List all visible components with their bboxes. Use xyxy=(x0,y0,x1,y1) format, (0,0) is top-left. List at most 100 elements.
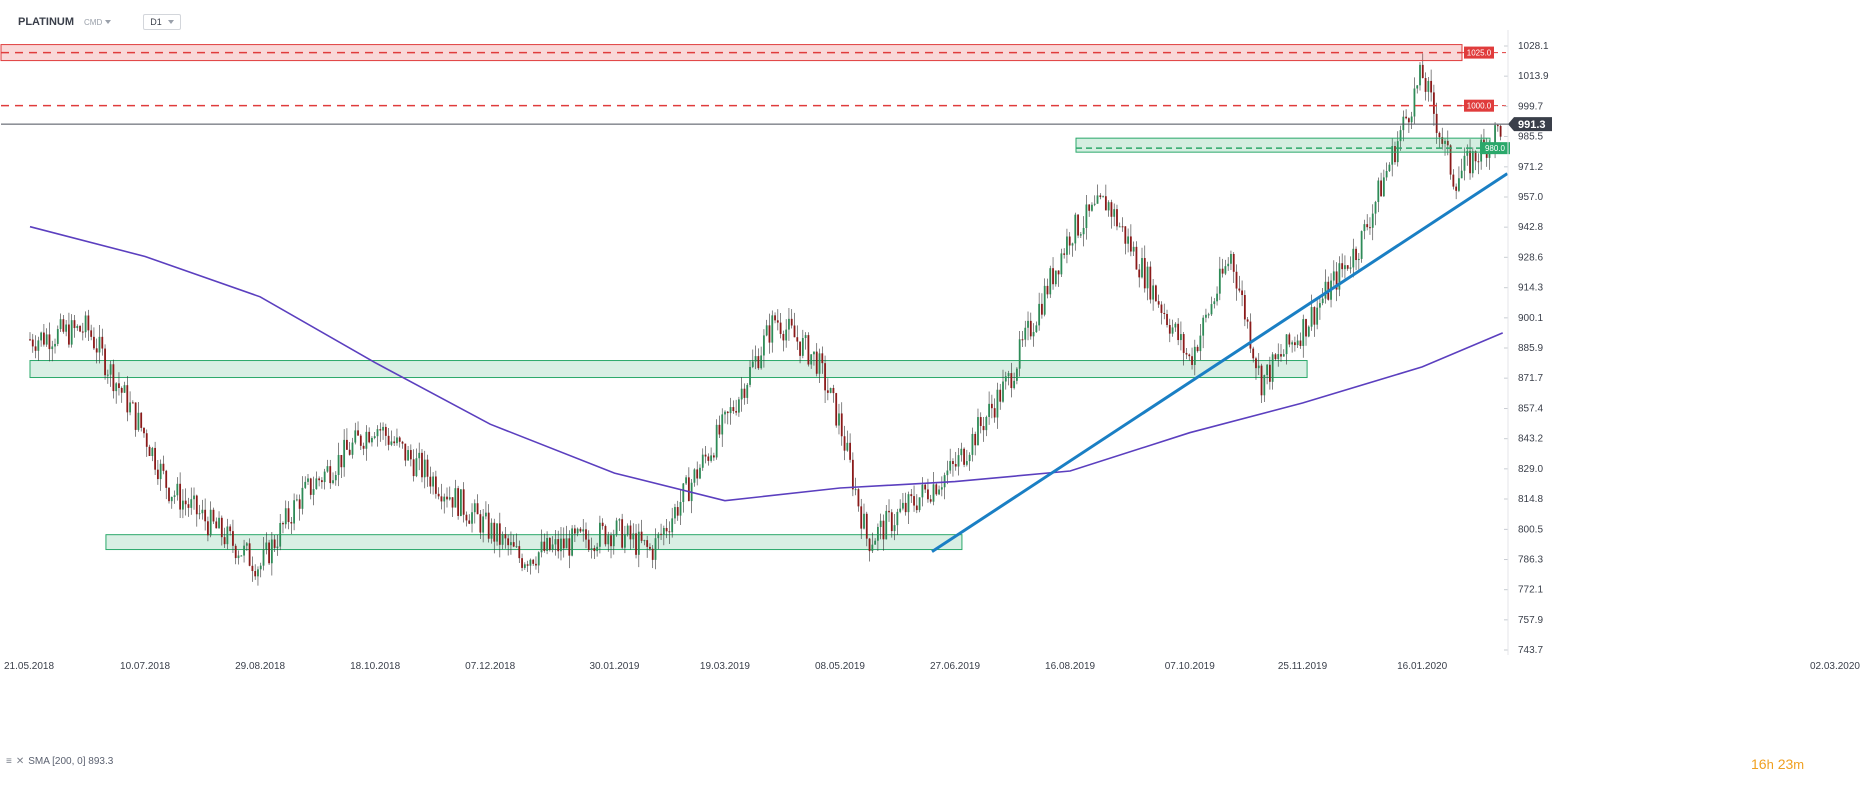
candle-body xyxy=(1004,376,1007,382)
x-tick-label: 02.03.2020 xyxy=(1810,661,1860,672)
candle-body xyxy=(479,514,482,533)
candle-body xyxy=(1024,327,1027,340)
support-zone-top[interactable] xyxy=(1075,137,1491,153)
candle-body xyxy=(1118,226,1121,228)
candle-body xyxy=(1018,339,1021,369)
candle-body xyxy=(287,508,290,523)
candle-body xyxy=(765,325,768,336)
candle-body xyxy=(543,541,546,551)
candle-body xyxy=(546,537,548,551)
candle-body xyxy=(763,335,765,356)
candle-body xyxy=(1177,323,1180,341)
candle-body xyxy=(940,487,943,490)
candle-body xyxy=(685,477,687,484)
candle-body xyxy=(988,403,990,417)
candle-body xyxy=(949,461,952,471)
candle-body xyxy=(1433,92,1435,114)
candle-body xyxy=(877,526,879,541)
candle-body xyxy=(932,484,935,502)
candle-body xyxy=(262,549,265,566)
candle-body xyxy=(612,534,615,547)
candle-body xyxy=(1116,209,1118,227)
candle-body xyxy=(1074,214,1077,244)
candle-body xyxy=(440,496,443,502)
candle-body xyxy=(140,412,143,428)
candle-body xyxy=(1446,140,1449,146)
candle-body xyxy=(1032,332,1035,337)
candle-body xyxy=(1199,335,1202,352)
candle-body xyxy=(1054,270,1057,285)
candle-body xyxy=(851,459,854,490)
candle-body xyxy=(721,414,724,435)
candle-body xyxy=(243,545,245,556)
timeframe-selector[interactable]: D1 xyxy=(143,14,181,30)
candle-body xyxy=(779,322,782,334)
candle-body xyxy=(68,324,70,345)
candle-body xyxy=(223,537,226,545)
candle-body xyxy=(1313,307,1316,325)
candle-body xyxy=(482,516,485,533)
candle-body xyxy=(740,388,743,400)
candle-body xyxy=(585,529,587,540)
candle-body xyxy=(457,488,460,516)
candle-body xyxy=(1057,270,1060,275)
symbol-name[interactable]: PLATINUM xyxy=(18,16,75,28)
candle-body xyxy=(1385,171,1388,178)
x-tick-label: 16.01.2020 xyxy=(1397,661,1447,672)
candle-body xyxy=(560,538,562,552)
candle-body xyxy=(1346,265,1349,269)
candle-body xyxy=(712,455,715,458)
candle-body xyxy=(599,522,601,547)
candle-body xyxy=(48,334,51,350)
candle-body xyxy=(1407,118,1410,123)
y-tick-label: 1013.9 xyxy=(1518,71,1549,82)
candle-body xyxy=(182,500,184,510)
source-selector[interactable]: CMD xyxy=(84,18,112,27)
candle-body xyxy=(151,447,154,457)
candle-body xyxy=(443,496,446,502)
candle-body xyxy=(1321,298,1324,304)
candle-body xyxy=(799,341,801,356)
candle-body xyxy=(596,546,599,552)
candle-body xyxy=(204,509,207,522)
support-zone xyxy=(29,360,1308,379)
candle-body xyxy=(776,320,779,323)
trendline[interactable] xyxy=(931,172,1509,553)
y-axis: 1028.1 1013.9 999.7 985.5 971.2 957.0 942.8 928… xyxy=(1504,30,1549,656)
candle-body xyxy=(1282,354,1285,357)
candle-body xyxy=(1257,365,1260,369)
candle-body xyxy=(98,336,101,353)
close-icon[interactable]: ✕ xyxy=(15,756,25,767)
menu-icon[interactable]: ≡ xyxy=(6,756,12,767)
candle-body xyxy=(1416,85,1419,89)
candle-body xyxy=(687,477,690,502)
candle-body xyxy=(888,510,890,513)
y-tick-label: 786.3 xyxy=(1518,555,1543,566)
candle-body xyxy=(1410,116,1413,123)
candle-body xyxy=(1449,145,1452,175)
candle-body xyxy=(1285,334,1288,355)
candle-body xyxy=(434,476,437,494)
candle-body xyxy=(537,552,540,566)
candle-body xyxy=(523,564,526,568)
levels[interactable]: 1025.0 1000.0 980.0 xyxy=(0,44,1510,155)
candle-body xyxy=(37,340,40,351)
candle-body xyxy=(156,469,159,480)
candle-body xyxy=(387,435,390,445)
candle-body xyxy=(95,348,98,353)
candle-body xyxy=(493,522,496,542)
candle-body xyxy=(476,503,479,515)
trendline-layer[interactable] xyxy=(931,172,1509,553)
candle-body xyxy=(326,466,329,472)
candle-body xyxy=(195,495,198,515)
x-tick-label: 16.08.2019 xyxy=(1045,661,1095,672)
candle-body xyxy=(226,526,229,545)
candle-body xyxy=(1168,325,1171,334)
candle-body xyxy=(521,558,523,568)
candle-body xyxy=(746,384,749,398)
candle-body xyxy=(1099,195,1102,198)
candle-body xyxy=(446,496,448,500)
y-tick-label: 971.2 xyxy=(1518,162,1543,173)
